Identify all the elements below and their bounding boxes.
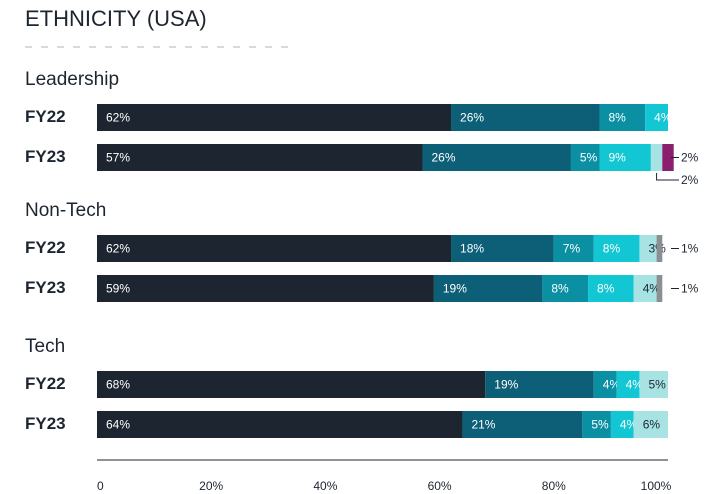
chart-title: ETHNICITY (USA) <box>25 6 207 31</box>
bar-segment <box>656 235 663 262</box>
bar-segment <box>599 104 646 131</box>
data-label: 18% <box>460 242 484 256</box>
bar-segment <box>485 371 594 398</box>
bar-segment <box>462 411 583 438</box>
data-label: 62% <box>106 111 130 125</box>
row-label: FY23 <box>25 147 66 166</box>
row-label: FY23 <box>25 278 66 297</box>
bar-segment <box>451 104 600 131</box>
bar-segment <box>97 144 423 171</box>
data-label: 1% <box>681 242 699 256</box>
x-tick-label: 20% <box>199 479 223 493</box>
bar-segment <box>588 275 634 302</box>
data-label: 19% <box>494 378 518 392</box>
data-label: 57% <box>106 151 130 165</box>
data-label: 21% <box>471 418 495 432</box>
data-label: 59% <box>106 282 130 296</box>
x-tick-label: 40% <box>313 479 337 493</box>
row-label: FY22 <box>25 374 66 393</box>
data-label: 4% <box>620 418 638 432</box>
data-label: 8% <box>608 111 626 125</box>
data-label: 68% <box>106 378 130 392</box>
bar-segment <box>645 104 668 131</box>
data-label: 4% <box>643 282 661 296</box>
bar-segment <box>97 371 486 398</box>
data-label: 8% <box>603 242 621 256</box>
bar-segment <box>639 235 657 262</box>
data-label: 7% <box>563 242 581 256</box>
data-label: 6% <box>643 418 661 432</box>
bar-segment <box>570 144 600 171</box>
data-label: 26% <box>431 151 455 165</box>
bar-segment <box>582 411 611 438</box>
data-label: 26% <box>460 111 484 125</box>
bar-segment <box>97 235 452 262</box>
x-tick-label: 100% <box>641 479 672 493</box>
bar-segment <box>650 144 663 171</box>
data-label: 1% <box>681 282 699 296</box>
group-label: Leadership <box>25 69 119 90</box>
bar-segment <box>433 275 543 302</box>
data-label: 19% <box>443 282 467 296</box>
data-label: 8% <box>597 282 615 296</box>
data-label: 5% <box>580 151 598 165</box>
bar-segment <box>639 371 668 398</box>
bar-segment <box>610 411 634 438</box>
bar-segment <box>593 235 640 262</box>
data-label: 9% <box>608 151 626 165</box>
data-label: 2% <box>681 173 699 187</box>
bar-segment <box>633 411 668 438</box>
bar-segment <box>553 235 594 262</box>
data-label: 5% <box>591 418 609 432</box>
bar-segment <box>97 104 452 131</box>
bar-segment <box>599 144 651 171</box>
bar-segment <box>97 275 434 302</box>
data-label: 4% <box>603 378 621 392</box>
data-label: 4% <box>626 378 644 392</box>
x-tick-label: 0 <box>97 479 104 493</box>
bar-segment <box>593 371 617 398</box>
leader-line <box>656 173 679 181</box>
bar-segment <box>616 371 640 398</box>
bar-segment <box>633 275 657 302</box>
bar-segment <box>662 144 674 171</box>
data-label: 62% <box>106 242 130 256</box>
bar-segment <box>97 411 463 438</box>
bar-segment <box>451 235 554 262</box>
row-label: FY23 <box>25 414 66 433</box>
bar-segment <box>422 144 571 171</box>
data-label: 2% <box>681 151 699 165</box>
row-label: FY22 <box>25 107 66 126</box>
data-label: 64% <box>106 418 130 432</box>
x-tick-label: 60% <box>428 479 452 493</box>
row-label: FY22 <box>25 238 66 257</box>
data-label: 8% <box>551 282 569 296</box>
data-label: 5% <box>648 378 666 392</box>
bar-segment <box>656 275 663 302</box>
bar-segment <box>542 275 589 302</box>
group-label: Non-Tech <box>25 200 106 221</box>
x-tick-label: 80% <box>542 479 566 493</box>
data-label: 4% <box>654 111 672 125</box>
group-label: Tech <box>25 336 65 357</box>
